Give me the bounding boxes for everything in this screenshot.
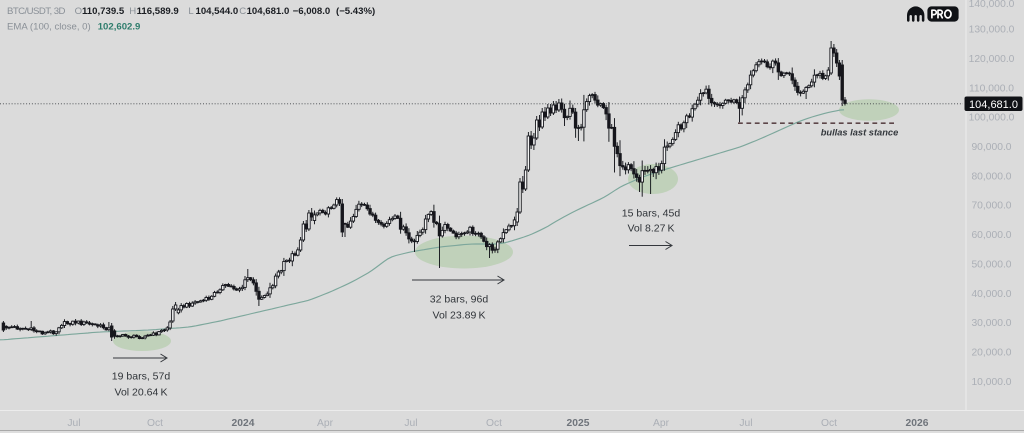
svg-text:20,000.0: 20,000.0 xyxy=(971,348,1011,359)
svg-text:Jul: Jul xyxy=(67,418,80,429)
svg-text:Apr: Apr xyxy=(653,418,670,429)
svg-text:60,000.0: 60,000.0 xyxy=(971,230,1011,241)
svg-text:140,000.0: 140,000.0 xyxy=(969,0,1015,10)
svg-text:Jul: Jul xyxy=(739,418,752,429)
svg-text:Jul: Jul xyxy=(404,418,417,429)
svg-text:2025: 2025 xyxy=(567,418,590,429)
svg-text:104,681.0: 104,681.0 xyxy=(969,99,1018,111)
svg-text:19 bars, 57d: 19 bars, 57d xyxy=(112,371,171,383)
svg-text:70,000.0: 70,000.0 xyxy=(971,201,1011,212)
svg-text:EMA (100, close, 0)102,602.9: EMA (100, close, 0) 102,602.9 xyxy=(7,21,140,32)
svg-text:32 bars, 96d: 32 bars, 96d xyxy=(430,294,489,306)
svg-text:10,000.0: 10,000.0 xyxy=(971,377,1011,388)
svg-text:bullas last stance: bullas last stance xyxy=(821,128,899,138)
svg-text:Apr: Apr xyxy=(317,418,334,429)
svg-text:Oct: Oct xyxy=(486,418,502,429)
svg-text:Vol 23.89 K: Vol 23.89 K xyxy=(433,310,486,322)
svg-text:120,000.0: 120,000.0 xyxy=(969,54,1015,65)
svg-text:2026: 2026 xyxy=(906,418,929,429)
svg-text:Vol 20.64 K: Vol 20.64 K xyxy=(115,387,168,399)
svg-text:80,000.0: 80,000.0 xyxy=(971,171,1011,182)
svg-text:50,000.0: 50,000.0 xyxy=(971,259,1011,270)
svg-text:30,000.0: 30,000.0 xyxy=(971,318,1011,329)
svg-text:2024: 2024 xyxy=(232,418,255,429)
svg-text:130,000.0: 130,000.0 xyxy=(969,25,1015,36)
svg-text:40,000.0: 40,000.0 xyxy=(971,289,1011,300)
svg-text:Vol 8.27 K: Vol 8.27 K xyxy=(627,223,674,235)
svg-text:Oct: Oct xyxy=(147,418,163,429)
svg-text:100,000.0: 100,000.0 xyxy=(969,113,1015,124)
svg-text:90,000.0: 90,000.0 xyxy=(971,142,1011,153)
svg-text:Oct: Oct xyxy=(821,418,837,429)
svg-text:110,000.0: 110,000.0 xyxy=(969,83,1014,94)
svg-text:15 bars, 45d: 15 bars, 45d xyxy=(622,208,681,220)
